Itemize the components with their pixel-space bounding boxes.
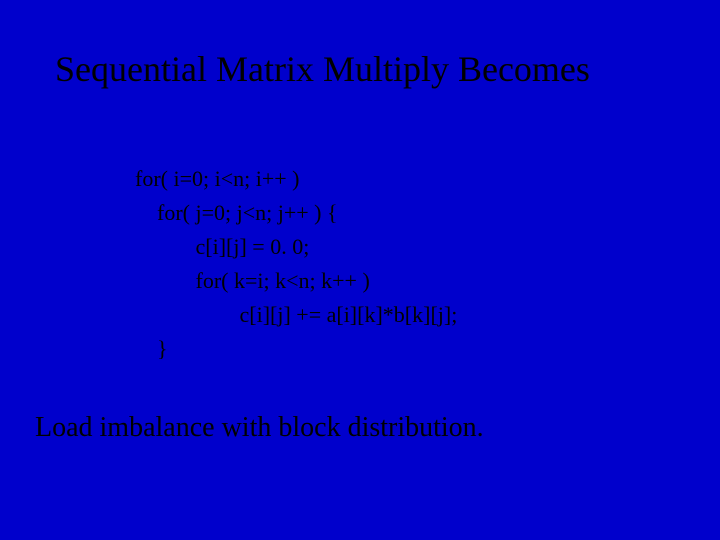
footer-text: Load imbalance with block distribution. (35, 412, 665, 444)
code-line: for( j=0; j<n; j++ ) { (135, 200, 338, 225)
code-block: for( i=0; i<n; i++ ) for( j=0; j<n; j++ … (135, 128, 665, 367)
slide: Sequential Matrix Multiply Becomes for( … (0, 0, 720, 540)
code-line: for( k=i; k<n; k++ ) (135, 268, 370, 293)
code-line: c[i][j] += a[i][k]*b[k][j]; (135, 302, 457, 327)
code-line: for( i=0; i<n; i++ ) (135, 166, 300, 191)
code-line: c[i][j] = 0. 0; (135, 234, 309, 259)
code-line: } (135, 336, 168, 361)
slide-title: Sequential Matrix Multiply Becomes (55, 50, 665, 90)
